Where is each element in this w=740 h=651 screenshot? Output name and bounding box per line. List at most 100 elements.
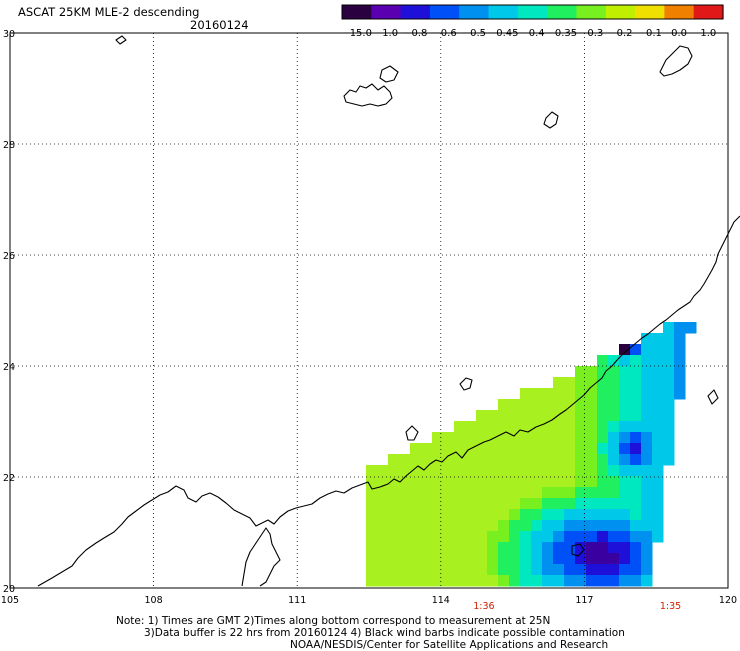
swath-cell bbox=[641, 498, 653, 510]
swath-cell bbox=[597, 553, 609, 565]
swath-cell bbox=[542, 443, 554, 455]
swath-cell bbox=[454, 454, 466, 466]
swath-cell bbox=[553, 553, 565, 565]
swath-cell bbox=[575, 432, 587, 444]
swath-cell bbox=[520, 509, 532, 521]
swath-cell bbox=[564, 498, 576, 510]
swath-cell bbox=[564, 575, 576, 587]
swath-cell bbox=[531, 399, 543, 411]
swath-cell bbox=[509, 454, 521, 466]
swath-cell bbox=[531, 542, 543, 554]
swath-cell bbox=[630, 465, 642, 477]
swath-cell bbox=[608, 432, 620, 444]
swath-cell bbox=[553, 388, 565, 400]
swath-cell bbox=[586, 520, 598, 532]
swath-cell bbox=[476, 487, 488, 499]
swath-cell bbox=[608, 377, 620, 389]
swath-cell bbox=[443, 542, 455, 554]
swath-cell bbox=[498, 520, 510, 532]
swath-cell bbox=[641, 432, 653, 444]
swath-cell bbox=[476, 421, 488, 433]
swath-cell bbox=[465, 575, 477, 587]
swath-cell bbox=[564, 454, 576, 466]
swath-cell bbox=[597, 465, 609, 477]
swath-cell bbox=[509, 399, 521, 411]
swath-cell bbox=[432, 465, 444, 477]
swath-cell bbox=[619, 366, 631, 378]
swath-cell bbox=[520, 520, 532, 532]
swath-cell bbox=[630, 498, 642, 510]
swath-cell bbox=[608, 553, 620, 565]
swath-cell bbox=[520, 432, 532, 444]
swath-cell bbox=[432, 531, 444, 543]
swath-cell bbox=[498, 454, 510, 466]
swath-cell bbox=[377, 564, 389, 576]
swath-cell bbox=[531, 564, 543, 576]
swath-cell bbox=[630, 520, 642, 532]
colorbar-segment bbox=[576, 5, 607, 19]
swath-cell bbox=[410, 553, 422, 565]
swath-cell bbox=[542, 399, 554, 411]
coastline-island-8 bbox=[405, 425, 419, 441]
swath-cell bbox=[388, 542, 400, 554]
swath-cell bbox=[619, 509, 631, 521]
swath-cell bbox=[421, 509, 433, 521]
swath-cell bbox=[608, 410, 620, 422]
swath-cell bbox=[575, 366, 587, 378]
swath-cell bbox=[388, 498, 400, 510]
swath-cell bbox=[443, 509, 455, 521]
swath-cell bbox=[421, 520, 433, 532]
swath-cell bbox=[564, 564, 576, 576]
swath-cell bbox=[608, 355, 620, 367]
swath-cell bbox=[520, 443, 532, 455]
swath-cell bbox=[586, 564, 598, 576]
swath-cell bbox=[619, 553, 631, 565]
swath-cell bbox=[619, 542, 631, 554]
swath-cell bbox=[432, 476, 444, 488]
swath-cell bbox=[575, 520, 587, 532]
swath-cell bbox=[388, 487, 400, 499]
swath-cell bbox=[553, 531, 565, 543]
swath-cell bbox=[520, 542, 532, 554]
swath-cell bbox=[619, 531, 631, 543]
swath-cell bbox=[586, 487, 598, 499]
lat-label: 30 bbox=[3, 29, 15, 40]
swath-cell bbox=[399, 487, 411, 499]
swath-cell bbox=[487, 498, 499, 510]
swath-cell bbox=[498, 410, 510, 422]
swath-cell bbox=[487, 575, 499, 587]
colorbar-segment bbox=[517, 5, 548, 19]
swath-cell bbox=[443, 443, 455, 455]
swath-cell bbox=[399, 454, 411, 466]
swath-cell bbox=[630, 575, 642, 587]
swath-cell bbox=[410, 454, 422, 466]
swath-cell bbox=[586, 476, 598, 488]
swath-cell bbox=[663, 410, 675, 422]
colorbar-segment bbox=[693, 5, 724, 19]
swath-cell bbox=[410, 509, 422, 521]
swath-cell bbox=[586, 388, 598, 400]
swath-cell bbox=[663, 432, 675, 444]
swath-cell bbox=[432, 520, 444, 532]
swath-cell bbox=[443, 487, 455, 499]
swath-cell bbox=[586, 377, 598, 389]
swath-cell bbox=[674, 322, 686, 334]
swath-cell bbox=[388, 476, 400, 488]
swath-cell bbox=[531, 410, 543, 422]
swath-cell bbox=[388, 520, 400, 532]
swath-cell bbox=[608, 509, 620, 521]
swath-cell bbox=[608, 487, 620, 499]
swath-cell bbox=[553, 399, 565, 411]
swath-cell bbox=[608, 454, 620, 466]
swath-cell bbox=[553, 520, 565, 532]
swath-cell bbox=[487, 465, 499, 477]
swath-cell bbox=[432, 575, 444, 587]
swath-cell bbox=[564, 377, 576, 389]
swath-cell bbox=[641, 564, 653, 576]
swath-cell bbox=[608, 399, 620, 411]
swath-cell bbox=[553, 410, 565, 422]
swath-cell bbox=[366, 531, 378, 543]
swath-cell bbox=[641, 476, 653, 488]
swath-cell bbox=[509, 410, 521, 422]
swath-cell bbox=[476, 575, 488, 587]
